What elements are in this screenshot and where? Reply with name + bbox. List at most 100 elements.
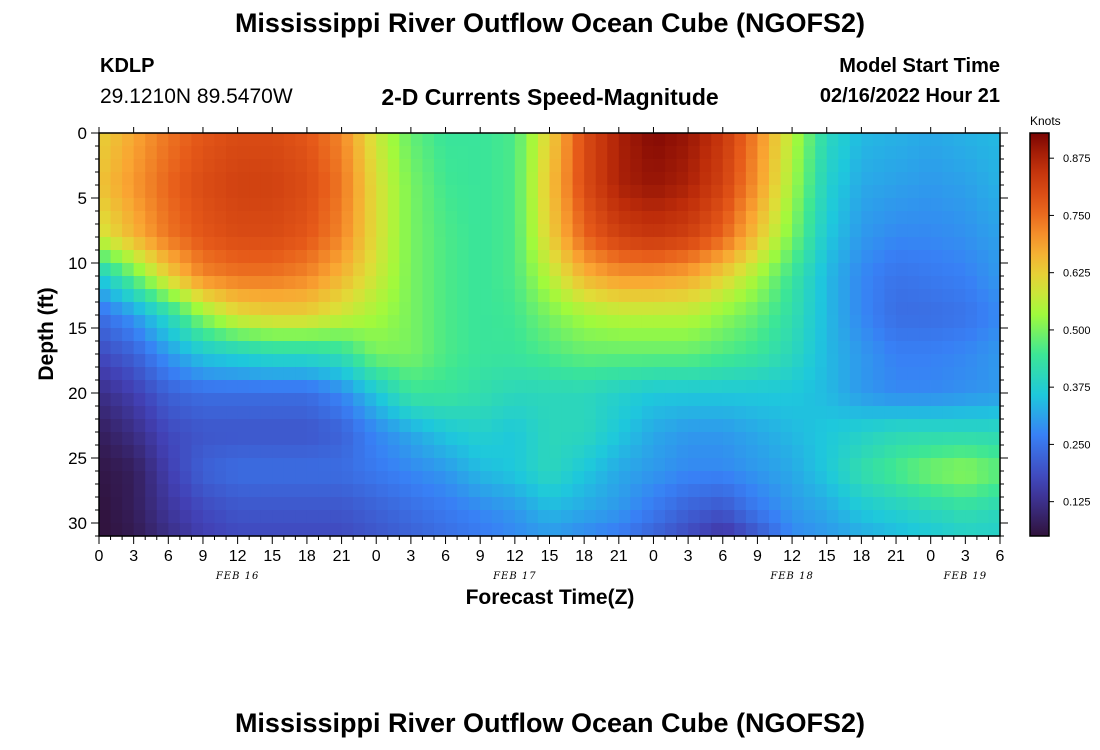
- heatmap-cell: [838, 380, 851, 394]
- heatmap-cell: [133, 289, 146, 303]
- heatmap-cell: [734, 276, 747, 290]
- heatmap-cell: [283, 419, 296, 433]
- heatmap-cell: [353, 523, 366, 537]
- heatmap-cell: [595, 432, 608, 446]
- heatmap-cell: [503, 484, 516, 498]
- heatmap-cell: [618, 393, 631, 407]
- heatmap-cell: [907, 432, 920, 446]
- heatmap-cell: [572, 289, 585, 303]
- heatmap-cell: [861, 263, 874, 277]
- heatmap-cell: [399, 471, 412, 485]
- heatmap-cell: [757, 406, 770, 420]
- heatmap-cell: [584, 380, 597, 394]
- heatmap-cell: [480, 471, 493, 485]
- heatmap-cell: [457, 497, 470, 511]
- heatmap-cell: [630, 198, 643, 212]
- heatmap-cell: [387, 406, 400, 420]
- heatmap-cell: [653, 497, 666, 511]
- heatmap-cell: [699, 224, 712, 238]
- heatmap-cell: [491, 432, 504, 446]
- heatmap-cell: [780, 159, 793, 173]
- heatmap-cell: [595, 445, 608, 459]
- heatmap-cell: [745, 380, 759, 394]
- heatmap-cell: [330, 198, 343, 212]
- heatmap-cell: [283, 302, 296, 316]
- heatmap-cell: [572, 393, 585, 407]
- heatmap-cell: [330, 315, 343, 329]
- heatmap-cell: [260, 510, 273, 524]
- heatmap-cell: [145, 484, 158, 498]
- heatmap-cell: [780, 445, 793, 459]
- heatmap-cell: [168, 263, 181, 277]
- heatmap-cell: [133, 367, 146, 381]
- heatmap-cell: [283, 224, 296, 238]
- heatmap-cell: [688, 445, 701, 459]
- heatmap-cell: [202, 341, 216, 355]
- heatmap-cell: [919, 185, 932, 199]
- heatmap-cell: [722, 185, 735, 199]
- heatmap-cell: [330, 354, 343, 368]
- heatmap-cell: [237, 133, 250, 147]
- heatmap-cell: [849, 276, 862, 290]
- heatmap-cell: [145, 510, 158, 524]
- heatmap-cell: [745, 484, 759, 498]
- heatmap-cell: [584, 445, 597, 459]
- heatmap-cell: [133, 497, 146, 511]
- heatmap-cell: [226, 497, 239, 511]
- heatmap-cell: [641, 497, 655, 511]
- date-labels: FEB 16 FEB 17 FEB 18 FEB 19: [215, 571, 986, 582]
- heatmap-cell: [445, 328, 458, 342]
- heatmap-cell: [145, 419, 158, 433]
- heatmap-cell: [618, 315, 631, 329]
- heatmap-cell: [561, 367, 574, 381]
- heatmap-cell: [630, 185, 643, 199]
- heatmap-cell: [272, 497, 285, 511]
- heatmap-cell: [99, 354, 112, 368]
- heatmap-cell: [792, 432, 805, 446]
- heatmap-cell: [145, 523, 158, 537]
- heatmap-cell: [249, 341, 262, 355]
- heatmap-cell: [561, 133, 574, 147]
- heatmap-cell: [376, 510, 389, 524]
- heatmap-cell: [156, 172, 169, 186]
- heatmap-cell: [191, 523, 204, 537]
- heatmap-cell: [133, 263, 146, 277]
- heatmap-cell: [433, 146, 447, 160]
- heatmap-cell: [953, 224, 966, 238]
- heatmap-cell: [410, 276, 424, 290]
- heatmap-cell: [526, 354, 539, 368]
- x-tick-label: 6: [718, 548, 727, 565]
- heatmap-cell: [387, 458, 400, 472]
- heatmap-cell: [156, 198, 169, 212]
- heatmap-cell: [249, 250, 262, 264]
- heatmap-cell: [641, 471, 655, 485]
- heatmap-cell: [688, 458, 701, 472]
- heatmap-cell: [976, 458, 990, 472]
- heatmap-cell: [896, 172, 909, 186]
- heatmap-cell: [861, 354, 874, 368]
- heatmap-cell: [780, 419, 793, 433]
- heatmap-cell: [618, 250, 631, 264]
- heatmap-cell: [757, 276, 770, 290]
- heatmap-cell: [884, 185, 897, 199]
- heatmap-cell: [318, 458, 331, 472]
- heatmap-cell: [896, 484, 909, 498]
- heatmap-cell: [341, 510, 354, 524]
- heatmap-cell: [318, 523, 331, 537]
- heatmap-cell: [780, 276, 793, 290]
- heatmap-cell: [272, 341, 285, 355]
- heatmap-cell: [872, 523, 886, 537]
- heatmap-cell: [618, 445, 631, 459]
- heatmap-cell: [665, 302, 678, 316]
- heatmap-cell: [364, 458, 377, 472]
- heatmap-cell: [688, 471, 701, 485]
- heatmap-cell: [815, 133, 828, 147]
- heatmap-cell: [930, 419, 943, 433]
- heatmap-cell: [110, 497, 123, 511]
- heatmap-cell: [260, 237, 273, 251]
- heatmap-cell: [815, 510, 828, 524]
- heatmap-cell: [792, 146, 805, 160]
- heatmap-cell: [537, 133, 551, 147]
- heatmap-cell: [884, 289, 897, 303]
- heatmap-cell: [122, 250, 135, 264]
